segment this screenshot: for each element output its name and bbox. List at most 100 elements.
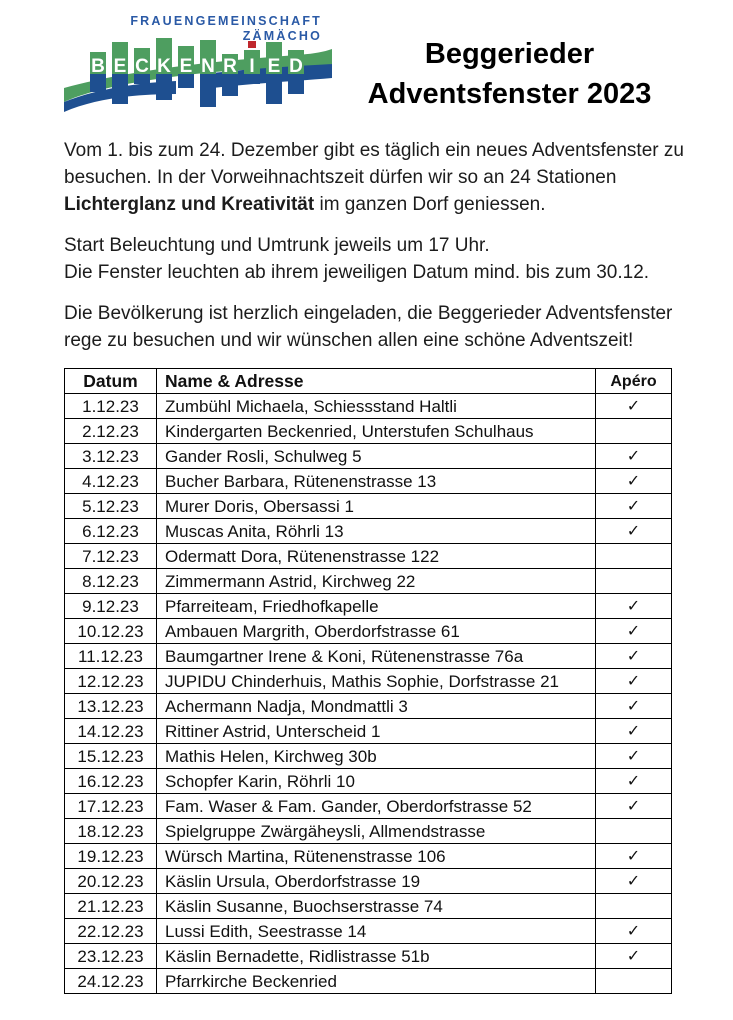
cell-name-adresse: Rittiner Astrid, Unterscheid 1 xyxy=(156,718,596,744)
cell-apero: ✓ xyxy=(595,618,672,644)
cell-name-adresse: Käslin Ursula, Oberdorfstrasse 19 xyxy=(156,868,596,894)
cell-name-adresse: Kindergarten Beckenried, Unterstufen Sch… xyxy=(156,418,596,444)
logo-letter: D xyxy=(289,56,303,77)
logo-bar-blue xyxy=(90,74,106,92)
logo-bar-blue xyxy=(178,74,194,88)
logo-bar-green xyxy=(90,52,106,74)
p2-line2: Die Fenster leuchten ab ihrem jeweiligen… xyxy=(64,262,650,283)
cell-datum: 8.12.23 xyxy=(64,568,157,594)
logo-letter: B xyxy=(91,56,105,77)
intro-paragraph-1: Vom 1. bis zum 24. Dezember gibt es tägl… xyxy=(64,137,692,218)
logo-letter: K xyxy=(157,56,171,77)
cell-name-adresse: Käslin Susanne, Buochserstrasse 74 xyxy=(156,893,596,919)
cell-name-adresse: Ambauen Margrith, Oberdorfstrasse 61 xyxy=(156,618,596,644)
cell-datum: 19.12.23 xyxy=(64,843,157,869)
cell-apero: ✓ xyxy=(595,793,672,819)
logo-bar-green xyxy=(266,42,282,74)
cell-name-adresse: Pfarreiteam, Friedhofkapelle xyxy=(156,593,596,619)
logo-letter: N xyxy=(201,56,215,77)
cell-datum: 3.12.23 xyxy=(64,443,157,469)
logo-bar-blue xyxy=(288,74,304,94)
table-body: 1.12.23 Zumbühl Michaela, Schiessstand Ha… xyxy=(64,393,672,994)
cell-datum: 16.12.23 xyxy=(64,768,157,794)
logo-bar-green xyxy=(178,46,194,74)
cell-datum: 14.12.23 xyxy=(64,718,157,744)
table-row: 14.12.23 Rittiner Astrid, Unterscheid 1 ✓ xyxy=(64,718,672,744)
cell-apero xyxy=(595,893,672,919)
cell-datum: 11.12.23 xyxy=(64,643,157,669)
adventsfenster-table: Datum Name & Adresse Apéro 1.12.23 Zumbüh… xyxy=(64,368,672,994)
logo-letter: E xyxy=(114,56,127,77)
cell-datum: 13.12.23 xyxy=(64,693,157,719)
cell-datum: 1.12.23 xyxy=(64,393,157,419)
table-row: 8.12.23 Zimmermann Astrid, Kirchweg 22 xyxy=(64,568,672,594)
cell-datum: 6.12.23 xyxy=(64,518,157,544)
cell-datum: 17.12.23 xyxy=(64,793,157,819)
p2-line1: Start Beleuchtung und Umtrunk jeweils um… xyxy=(64,235,490,256)
logo-bar-blue xyxy=(156,74,172,100)
cell-name-adresse: Achermann Nadja, Mondmattli 3 xyxy=(156,693,596,719)
logo-bar-blue xyxy=(134,74,150,84)
cell-datum: 24.12.23 xyxy=(64,968,157,994)
table-row: 23.12.23 Käslin Bernadette, Ridlistrasse … xyxy=(64,943,672,969)
logo-letter: R xyxy=(223,56,237,77)
table-row: 11.12.23 Baumgartner Irene & Koni, Rütene… xyxy=(64,643,672,669)
table-row: 2.12.23 Kindergarten Beckenried, Unterstu… xyxy=(64,418,672,444)
logo-bar-green xyxy=(134,48,150,74)
table-row: 1.12.23 Zumbühl Michaela, Schiessstand Ha… xyxy=(64,393,672,419)
table-row: 9.12.23 Pfarreiteam, Friedhofkapelle ✓ xyxy=(64,593,672,619)
cell-datum: 12.12.23 xyxy=(64,668,157,694)
cell-apero xyxy=(595,568,672,594)
cell-apero xyxy=(595,418,672,444)
page-title-line2: Adventsfenster 2023 xyxy=(367,78,652,110)
table-row: 19.12.23 Würsch Martina, Rütenenstrasse 1… xyxy=(64,843,672,869)
table-row: 13.12.23 Achermann Nadja, Mondmattli 3 ✓ xyxy=(64,693,672,719)
logo-i-dot xyxy=(248,41,256,48)
page-title-line1: Beggerieder xyxy=(424,38,595,70)
logo-bar-blue xyxy=(200,74,216,107)
logo-bar-green xyxy=(112,42,128,74)
page-title: Beggerieder Adventsfenster 2023 xyxy=(334,34,685,114)
cell-name-adresse: Gander Rosli, Schulweg 5 xyxy=(156,443,596,469)
cell-apero: ✓ xyxy=(595,843,672,869)
cell-apero: ✓ xyxy=(595,643,672,669)
logo-bar-green xyxy=(244,50,260,74)
cell-name-adresse: Odermatt Dora, Rütenenstrasse 122 xyxy=(156,543,596,569)
table-row: 12.12.23 JUPIDU Chinderhuis, Mathis Sophi… xyxy=(64,668,672,694)
table-header-row: Datum Name & Adresse Apéro xyxy=(64,368,672,394)
cell-apero: ✓ xyxy=(595,393,672,419)
cell-name-adresse: Fam. Waser & Fam. Gander, Oberdorfstrass… xyxy=(156,793,596,819)
intro-paragraph-3: Die Bevölkerung ist herzlich eingeladen,… xyxy=(64,303,673,351)
cell-apero: ✓ xyxy=(595,918,672,944)
cell-name-adresse: Käslin Bernadette, Ridlistrasse 51b xyxy=(156,943,596,969)
logo-bar-green xyxy=(288,50,304,74)
cell-apero: ✓ xyxy=(595,868,672,894)
cell-datum: 15.12.23 xyxy=(64,743,157,769)
logo-org-line2: ZÄMÄCHO xyxy=(243,28,322,43)
cell-name-adresse: Lussi Edith, Seestrasse 14 xyxy=(156,918,596,944)
table-row: 21.12.23 Käslin Susanne, Buochserstrasse … xyxy=(64,893,672,919)
intro-text: Vom 1. bis zum 24. Dezember gibt es tägl… xyxy=(64,137,692,354)
logo-bar-green xyxy=(200,40,216,74)
cell-apero xyxy=(595,818,672,844)
logo-bar-green xyxy=(156,38,172,74)
cell-apero: ✓ xyxy=(595,768,672,794)
table-row: 24.12.23 Pfarrkirche Beckenried xyxy=(64,968,672,994)
cell-apero: ✓ xyxy=(595,593,672,619)
cell-apero xyxy=(595,968,672,994)
cell-apero: ✓ xyxy=(595,743,672,769)
cell-name-adresse: Schopfer Karin, Röhrli 10 xyxy=(156,768,596,794)
p1-before: Vom 1. bis zum 24. Dezember gibt es tägl… xyxy=(64,140,684,188)
cell-name-adresse: Würsch Martina, Rütenenstrasse 106 xyxy=(156,843,596,869)
cell-datum: 5.12.23 xyxy=(64,493,157,519)
cell-apero: ✓ xyxy=(595,518,672,544)
cell-name-adresse: Bucher Barbara, Rütenenstrasse 13 xyxy=(156,468,596,494)
logo-letter: C xyxy=(135,56,149,77)
cell-name-adresse: Zimmermann Astrid, Kirchweg 22 xyxy=(156,568,596,594)
cell-datum: 18.12.23 xyxy=(64,818,157,844)
p1-after: im ganzen Dorf geniessen. xyxy=(314,194,546,215)
cell-datum: 4.12.23 xyxy=(64,468,157,494)
cell-apero: ✓ xyxy=(595,468,672,494)
intro-paragraph-2: Start Beleuchtung und Umtrunk jeweils um… xyxy=(64,232,692,286)
